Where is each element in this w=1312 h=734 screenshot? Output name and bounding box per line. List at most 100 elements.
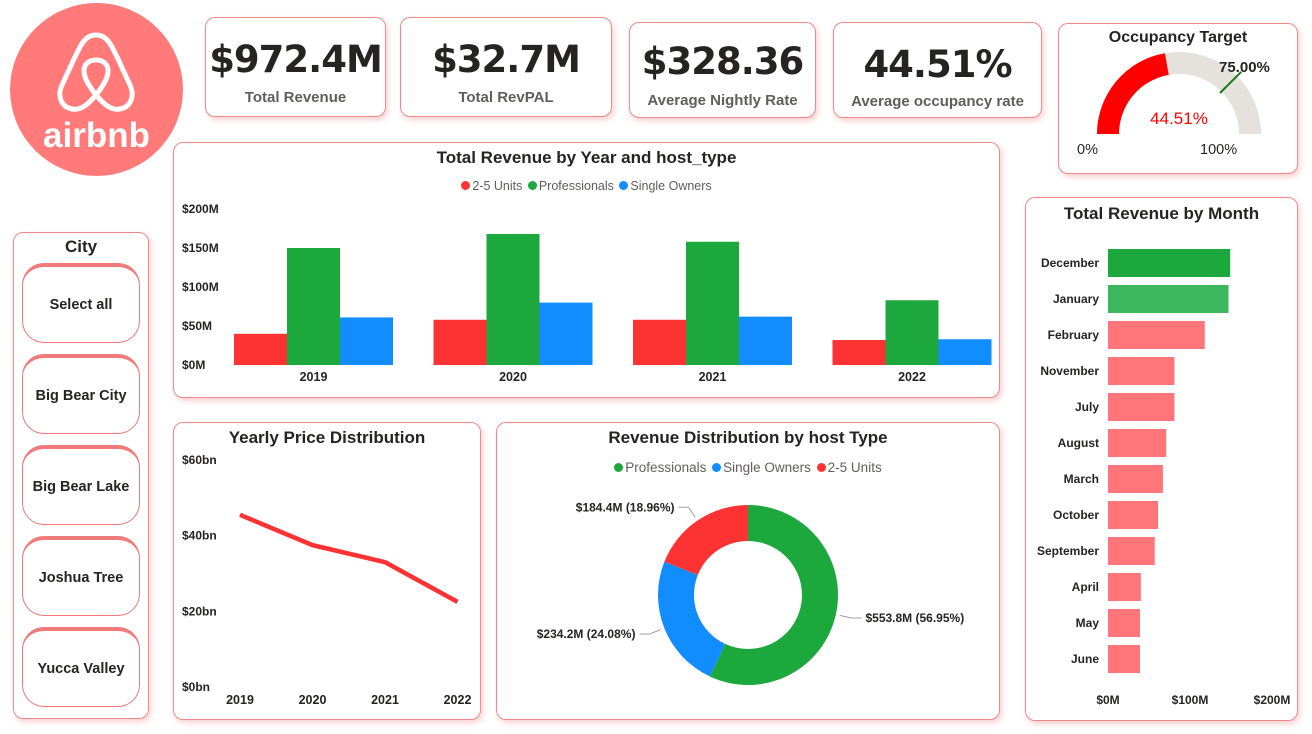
month-label: July bbox=[1075, 400, 1099, 414]
slice-data-label: $184.4M (18.96%) bbox=[576, 500, 675, 514]
bar-february bbox=[1108, 321, 1205, 349]
airbnb-logo: airbnb bbox=[10, 3, 183, 176]
airbnb-mark-icon: airbnb bbox=[43, 32, 150, 155]
slice-single-owners bbox=[658, 561, 726, 677]
y-tick-label: $150M bbox=[182, 241, 219, 255]
x-tick-label: 2021 bbox=[699, 370, 727, 384]
chart-title: Revenue Distribution by host Type bbox=[608, 428, 888, 447]
kpi-average-nightly-rate: $328.36 Average Nightly Rate bbox=[629, 22, 816, 118]
slice-data-label: $553.8M (56.95%) bbox=[865, 611, 964, 625]
legend-label: Professionals bbox=[538, 179, 614, 193]
slicer-item-yucca-valley[interactable]: Yucca Valley bbox=[22, 627, 140, 707]
gauge-title: Occupancy Target bbox=[1108, 29, 1248, 46]
bar-april bbox=[1108, 573, 1141, 601]
bar-june bbox=[1108, 645, 1140, 673]
bar-2-5-units-2019 bbox=[234, 333, 287, 365]
kpi-value: $972.4M bbox=[209, 38, 383, 81]
x-tick-label: 2020 bbox=[299, 693, 327, 707]
legend-dot bbox=[614, 462, 624, 472]
kpi-average-occupancy: 44.51% Average occupancy rate bbox=[833, 22, 1042, 118]
legend-item[interactable]: Single Owners bbox=[619, 179, 712, 193]
y-tick-label: $0bn bbox=[182, 680, 210, 694]
x-tick-label: 2019 bbox=[300, 370, 328, 384]
bar-2-5-units-2022 bbox=[832, 340, 886, 365]
slice-2-5-units bbox=[664, 505, 748, 576]
bar-august bbox=[1108, 429, 1167, 457]
y-tick-label: $100M bbox=[182, 280, 219, 294]
yearly-price-chart: $0bn $20bn $40bn $60bn 2019 2020 2021 2022 bbox=[182, 453, 471, 707]
slicer-item-big-bear-city[interactable]: Big Bear City bbox=[22, 354, 140, 434]
legend-dot bbox=[461, 181, 471, 191]
chart-title: Total Revenue by Month bbox=[1063, 204, 1260, 223]
bar-december bbox=[1108, 249, 1231, 277]
gauge-target-marker bbox=[1219, 71, 1242, 94]
bar-professionals-2020 bbox=[486, 233, 540, 365]
legend-dot bbox=[712, 462, 722, 472]
gauge-target-label: 75.00% bbox=[1219, 59, 1270, 76]
x-tick-label: 2019 bbox=[226, 693, 254, 707]
legend-label: Single Owners bbox=[723, 460, 811, 475]
bar-2-5-units-2020 bbox=[433, 319, 487, 365]
legend-item[interactable]: Professionals bbox=[527, 179, 614, 193]
gauge-fill bbox=[1097, 53, 1169, 134]
slicer-title: City bbox=[64, 237, 98, 256]
legend-item[interactable]: Professionals bbox=[614, 460, 706, 475]
kpi-total-revenue: $972.4M Total Revenue bbox=[205, 17, 386, 117]
bar-january bbox=[1108, 285, 1229, 313]
legend-label: Professionals bbox=[625, 460, 707, 475]
bar-october bbox=[1108, 501, 1159, 529]
slice-data-label: $234.2M (24.08%) bbox=[537, 627, 636, 641]
kpi-value: $328.36 bbox=[641, 40, 805, 83]
slice-leader-line bbox=[678, 506, 696, 518]
gauge-value-label: 44.51% bbox=[1150, 109, 1208, 128]
bar-march bbox=[1108, 465, 1163, 493]
legend-dot bbox=[619, 181, 629, 191]
month-label: April bbox=[1072, 580, 1099, 594]
kpi-label: Average occupancy rate bbox=[851, 93, 1024, 110]
x-tick-label: 2020 bbox=[499, 370, 527, 384]
slicer-item-joshua-tree[interactable]: Joshua Tree bbox=[22, 536, 140, 616]
kpi-value: 44.51% bbox=[863, 43, 1012, 86]
x-tick-label: $0M bbox=[1096, 693, 1119, 707]
occupancy-gauge bbox=[1097, 52, 1261, 134]
month-label: October bbox=[1053, 508, 1099, 522]
bar-september bbox=[1108, 537, 1155, 565]
revenue-by-month-chart: December January February November July Augus… bbox=[1037, 249, 1291, 707]
bar-2-5-units-2021 bbox=[633, 319, 686, 365]
bar-single-owners-2020 bbox=[539, 302, 593, 365]
bar-single-owners-2022 bbox=[938, 339, 992, 365]
bar-november bbox=[1108, 357, 1175, 385]
month-label: February bbox=[1048, 328, 1100, 342]
bar-professionals-2021 bbox=[686, 241, 739, 365]
y-tick-label: $200M bbox=[182, 202, 219, 216]
legend-label: 2-5 Units bbox=[827, 460, 882, 475]
kpi-label: Total Revenue bbox=[244, 89, 347, 106]
kpi-label: Total RevPAL bbox=[458, 89, 554, 106]
legend-item[interactable]: 2-5 Units bbox=[461, 179, 522, 193]
slicer-item-big-bear-lake[interactable]: Big Bear Lake bbox=[22, 445, 140, 525]
legend-label: Single Owners bbox=[630, 179, 712, 193]
month-label: May bbox=[1076, 616, 1100, 630]
x-tick-label: 2022 bbox=[898, 370, 926, 384]
month-label: November bbox=[1040, 364, 1099, 378]
bar-may bbox=[1108, 609, 1140, 637]
slicer-item-select-all[interactable]: Select all bbox=[22, 263, 140, 343]
x-tick-label: $200M bbox=[1254, 693, 1291, 707]
kpi-label: Average Nightly Rate bbox=[647, 92, 798, 109]
revenue-by-year-card: Total Revenue by Year and host_type 2-5 … bbox=[173, 142, 1000, 398]
bar-july bbox=[1108, 393, 1175, 421]
legend-item[interactable]: Single Owners bbox=[712, 460, 811, 475]
slice-professionals bbox=[709, 505, 838, 685]
x-tick-label: $100M bbox=[1172, 693, 1209, 707]
x-tick-label: 2021 bbox=[371, 693, 399, 707]
chart-legend: Professionals Single Owners 2-5 Units bbox=[497, 460, 999, 475]
yearly-price-card: Yearly Price Distribution $0bn $20bn $40bn… bbox=[173, 422, 481, 720]
month-label: September bbox=[1037, 544, 1099, 558]
bar-single-owners-2019 bbox=[340, 317, 393, 365]
price-line bbox=[239, 512, 459, 604]
y-tick-label: $50M bbox=[182, 319, 212, 333]
gauge-min-label: 0% bbox=[1077, 142, 1098, 158]
y-tick-label: $60bn bbox=[182, 453, 217, 467]
legend-label: 2-5 Units bbox=[472, 179, 523, 193]
legend-item[interactable]: 2-5 Units bbox=[816, 460, 882, 475]
